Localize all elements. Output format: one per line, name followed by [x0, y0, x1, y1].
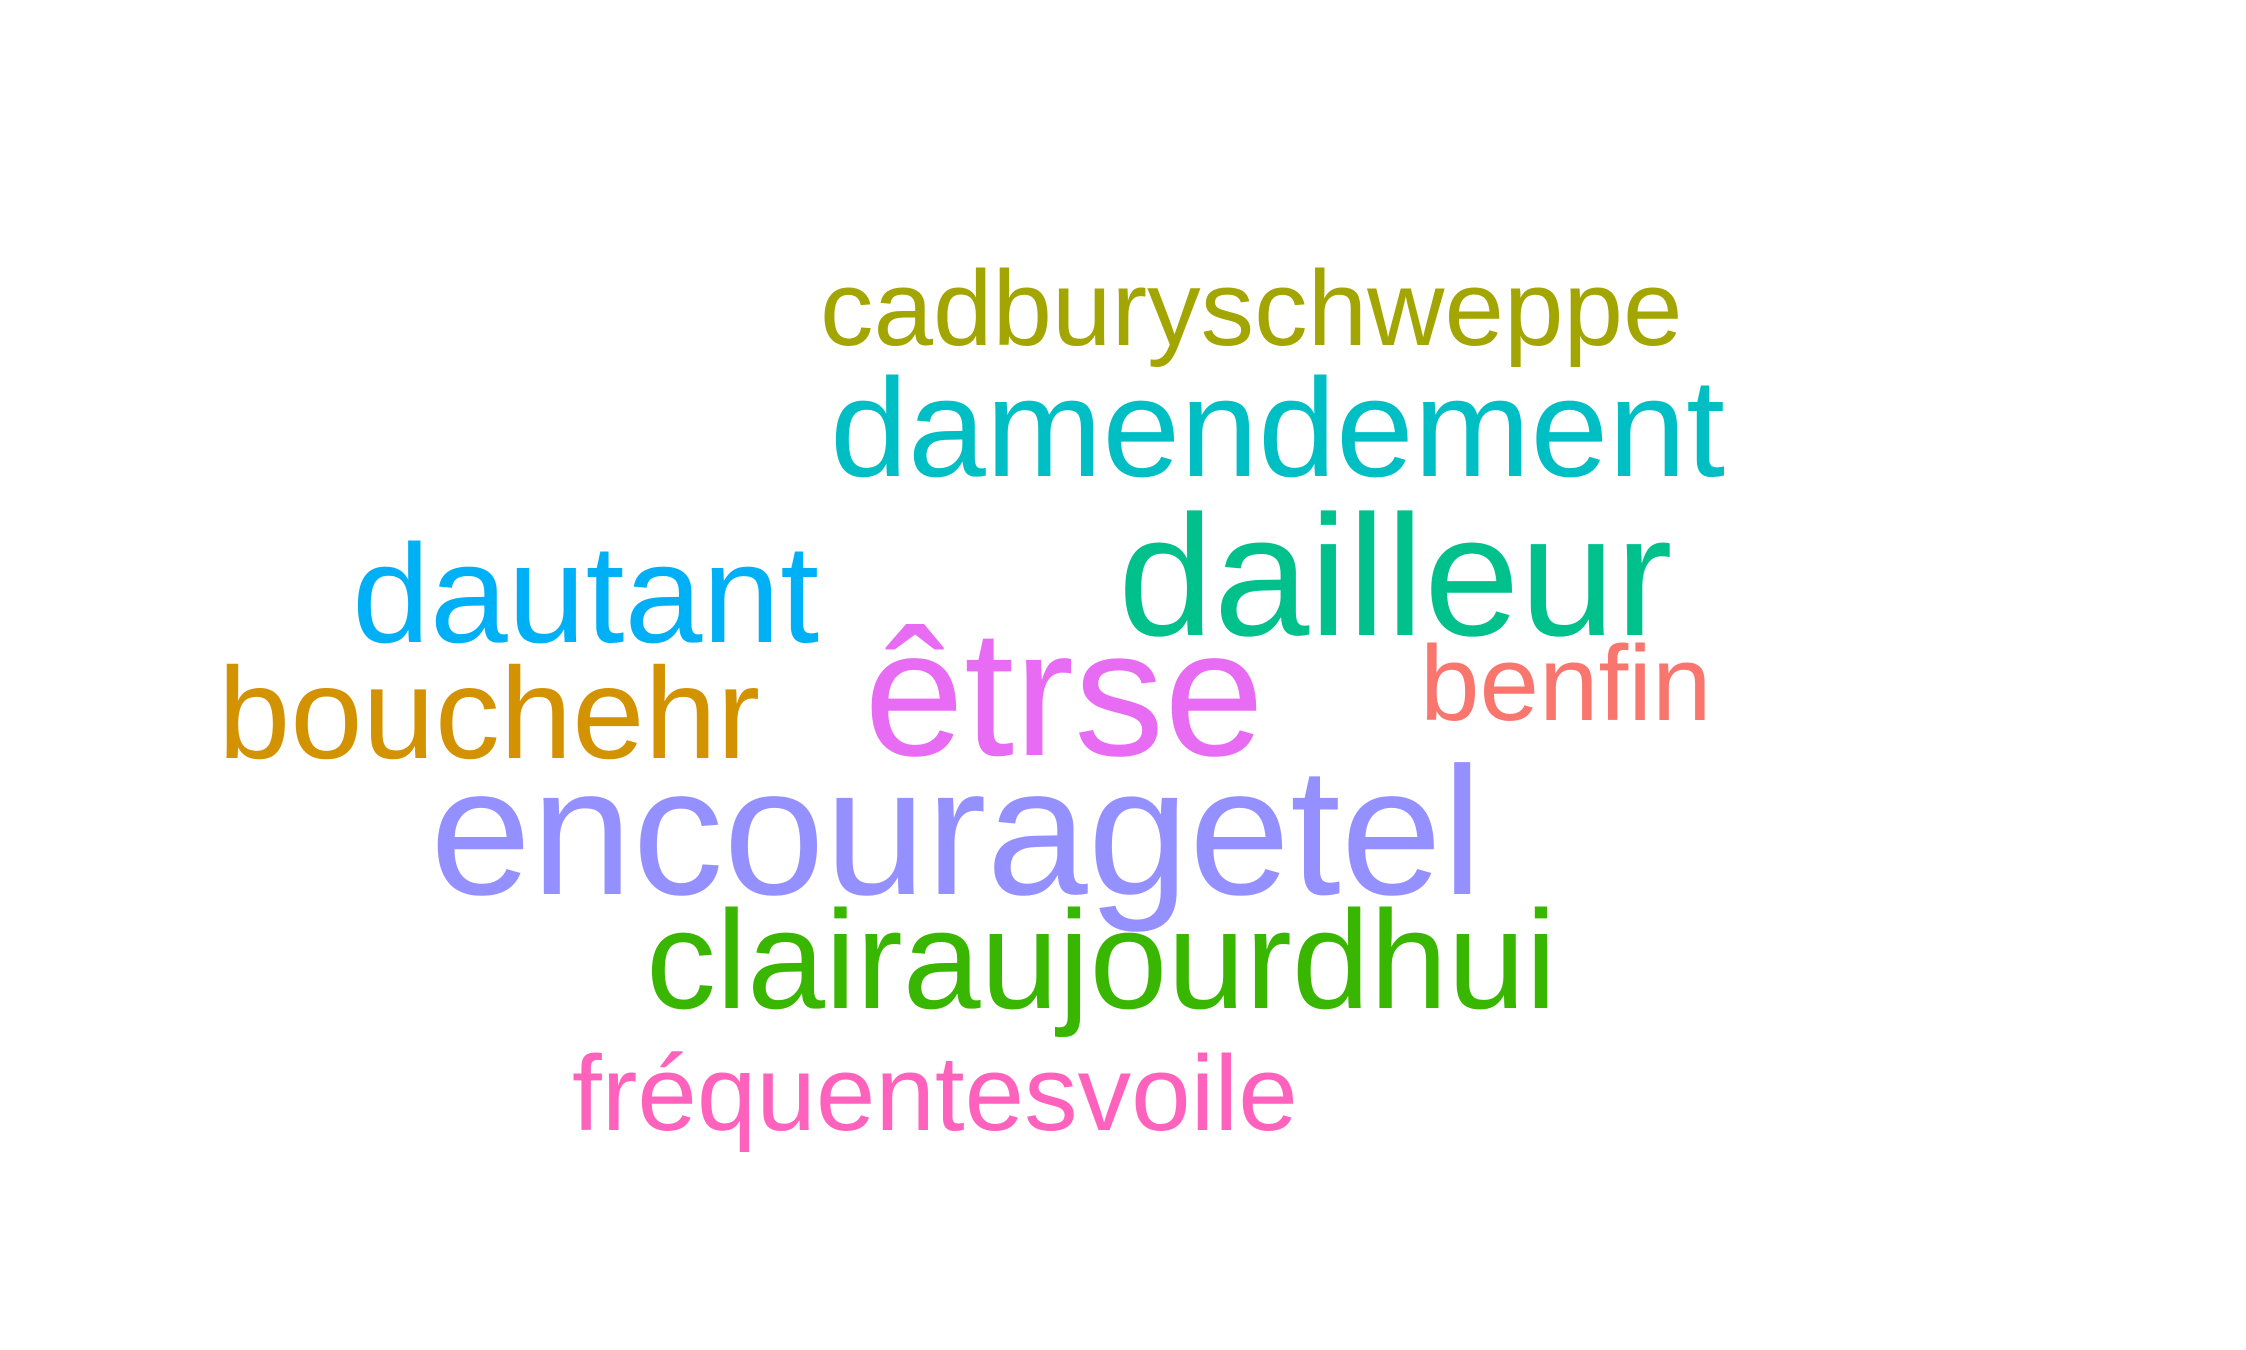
word-encouragetel: encouragetel: [430, 729, 1483, 933]
word-dailleur: dailleur: [1118, 480, 1673, 672]
word-dautant: dautant: [352, 515, 820, 672]
word-frequentesvoile: fréquentesvoile: [572, 1033, 1298, 1153]
word-bouchehr: bouchehr: [218, 640, 761, 786]
word-clairaujourdhui: clairaujourdhui: [646, 881, 1557, 1038]
word-benfin: benfin: [1420, 623, 1712, 743]
word-cadburyschweppe: cadburyschweppe: [820, 248, 1683, 368]
word-etrse: êtrse: [864, 593, 1265, 794]
word-damendement: damendement: [830, 349, 1726, 506]
